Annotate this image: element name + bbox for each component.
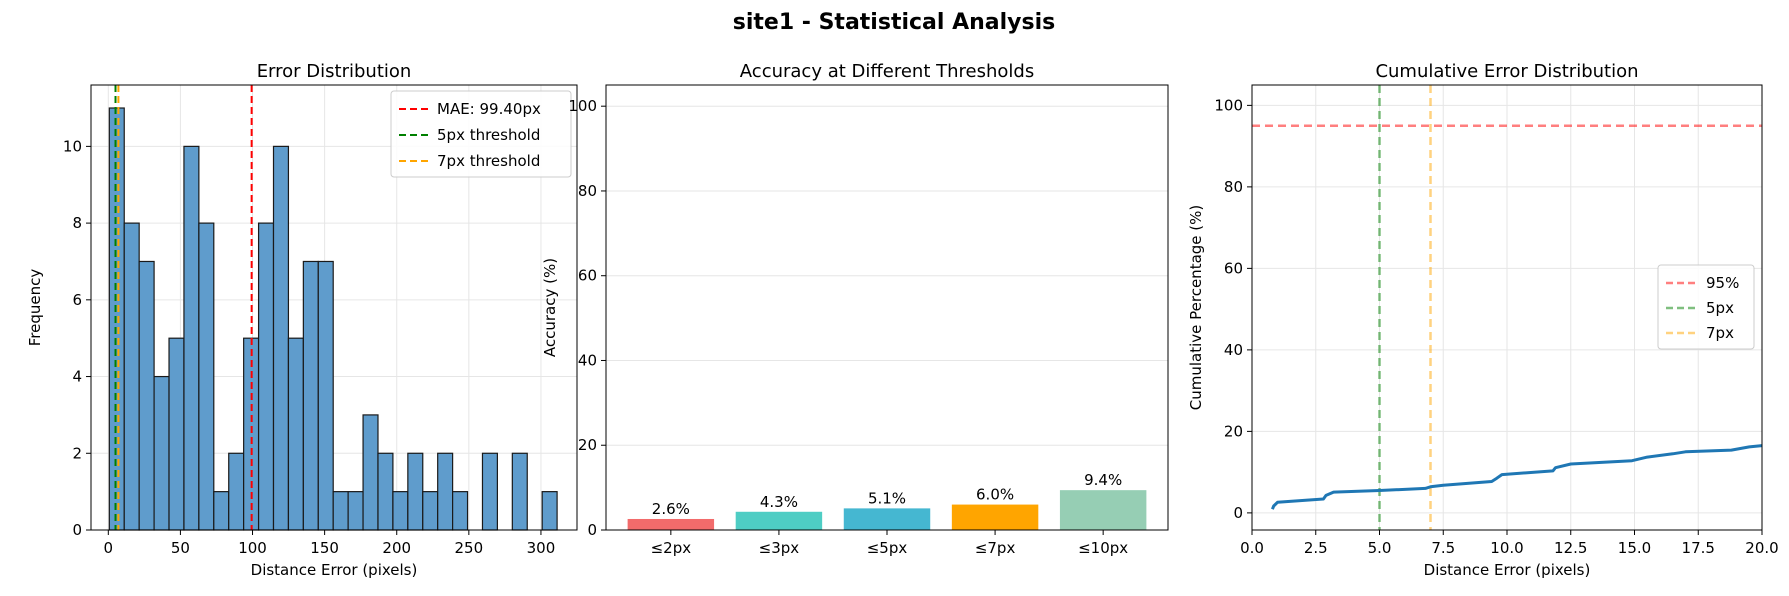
accuracy-bar [843, 508, 931, 530]
histogram-bar [287, 337, 304, 531]
y-tick-label: 60 [1224, 259, 1243, 277]
figure-title: site1 - Statistical Analysis [733, 10, 1055, 35]
y-tick-label: 4 [72, 368, 82, 386]
histogram-bar [138, 260, 155, 531]
x-tick-label: 300 [527, 539, 556, 557]
histogram-bar [392, 491, 409, 531]
x-tick-label: 250 [455, 539, 484, 557]
histogram-bar [481, 452, 498, 531]
histogram-bar [123, 222, 140, 531]
x-tick-label: 17.5 [1682, 539, 1715, 557]
histogram-bar [198, 222, 215, 531]
histogram-bar [213, 491, 230, 531]
x-axis-label: Distance Error (pixels) [1424, 561, 1591, 579]
x-tick-label: 200 [382, 539, 411, 557]
histogram-bar [362, 414, 379, 531]
bar-data-label: 6.0% [976, 486, 1014, 504]
histogram-bar [168, 337, 185, 531]
x-tick-label: ≤3px [759, 539, 800, 557]
histogram-bar [317, 260, 334, 531]
histogram-bar [183, 145, 200, 531]
x-tick-label: 100 [238, 539, 267, 557]
x-tick-label: ≤10px [1078, 539, 1128, 557]
histogram-bar [272, 145, 290, 531]
cumulative-line [1271, 444, 1763, 510]
x-tick-label: 5.0 [1368, 539, 1392, 557]
y-tick-label: 80 [1224, 178, 1243, 196]
x-tick-label: 50 [171, 539, 190, 557]
axes-frame [90, 84, 578, 531]
x-axis-label: Distance Error (pixels) [251, 561, 418, 579]
legend-label: 5px [1706, 299, 1734, 317]
bar-data-label: 4.3% [760, 493, 798, 511]
y-tick-label: 6 [72, 291, 82, 309]
y-tick-label: 2 [72, 444, 82, 462]
legend-label: MAE: 99.40px [437, 100, 541, 118]
histogram-bar [407, 452, 424, 531]
legend-label: 95% [1706, 274, 1739, 292]
histogram-bar [422, 491, 439, 531]
panel-title: Cumulative Error Distribution [1375, 61, 1638, 82]
y-tick-label: 40 [578, 351, 597, 369]
y-axis-label: Cumulative Percentage (%) [1187, 205, 1205, 411]
y-tick-label: 60 [578, 267, 597, 285]
histogram-bar [347, 491, 364, 531]
accuracy-bar [735, 511, 823, 530]
cumulative-error-panel: Cumulative Error Distribution Distance Er… [1187, 61, 1779, 579]
histogram-bar [228, 452, 245, 531]
y-tick-label: 100 [568, 97, 597, 115]
x-tick-label: 12.5 [1554, 539, 1587, 557]
bar-data-label: 5.1% [868, 489, 906, 507]
bar-data-label: 9.4% [1084, 471, 1122, 489]
x-tick-label: 150 [310, 539, 339, 557]
y-tick-label: 8 [72, 214, 82, 232]
y-axis-label: Accuracy (%) [541, 258, 559, 357]
histogram-bar [541, 491, 558, 531]
x-tick-label: ≤7px [975, 539, 1016, 557]
x-tick-label: 15.0 [1618, 539, 1651, 557]
legend-box [1657, 264, 1755, 350]
y-axis-label: Frequency [26, 269, 44, 347]
accuracy-bar [1059, 490, 1147, 530]
x-tick-label: 10.0 [1490, 539, 1523, 557]
y-tick-label: 0 [72, 521, 82, 539]
x-tick-label: 2.5 [1304, 539, 1328, 557]
panel-title: Accuracy at Different Thresholds [740, 61, 1034, 82]
histogram-bar [437, 452, 454, 531]
histogram-bar [153, 375, 170, 531]
histogram-bar [377, 452, 394, 531]
axes-frame [605, 84, 1169, 531]
histogram-bar [452, 491, 469, 531]
legend-box [390, 90, 572, 178]
y-tick-label: 10 [63, 137, 82, 155]
x-tick-label: 20.0 [1745, 539, 1778, 557]
panel-title: Error Distribution [257, 61, 412, 82]
x-tick-label: 0 [104, 539, 114, 557]
histogram-bar [257, 222, 275, 531]
y-tick-label: 80 [578, 182, 597, 200]
y-tick-label: 0 [587, 521, 597, 539]
x-tick-label: 7.5 [1431, 539, 1455, 557]
y-tick-label: 40 [1224, 341, 1243, 359]
y-tick-label: 20 [1224, 422, 1243, 440]
y-tick-label: 20 [578, 436, 597, 454]
accuracy-bar [627, 518, 715, 530]
error-distribution-panel: Error Distribution Distance Error (pixels… [26, 61, 578, 579]
x-tick-label: ≤2px [651, 539, 692, 557]
histogram-bar [108, 107, 125, 531]
accuracy-bar [951, 504, 1039, 530]
bar-data-label: 2.6% [652, 500, 690, 518]
histogram-bar [302, 260, 319, 531]
x-tick-label: ≤5px [867, 539, 908, 557]
histogram-bar [511, 452, 528, 531]
legend-label: 5px threshold [437, 126, 540, 144]
y-tick-label: 100 [1214, 96, 1243, 114]
histogram-bar [332, 491, 349, 531]
x-tick-label: 0.0 [1240, 539, 1264, 557]
legend-label: 7px [1706, 324, 1734, 342]
legend-label: 7px threshold [437, 152, 540, 170]
y-tick-label: 0 [1233, 504, 1243, 522]
accuracy-thresholds-panel: 2.6% 4.3% 5.1% 6.0% 9.4% Accuracy at Differen… [541, 61, 1169, 557]
